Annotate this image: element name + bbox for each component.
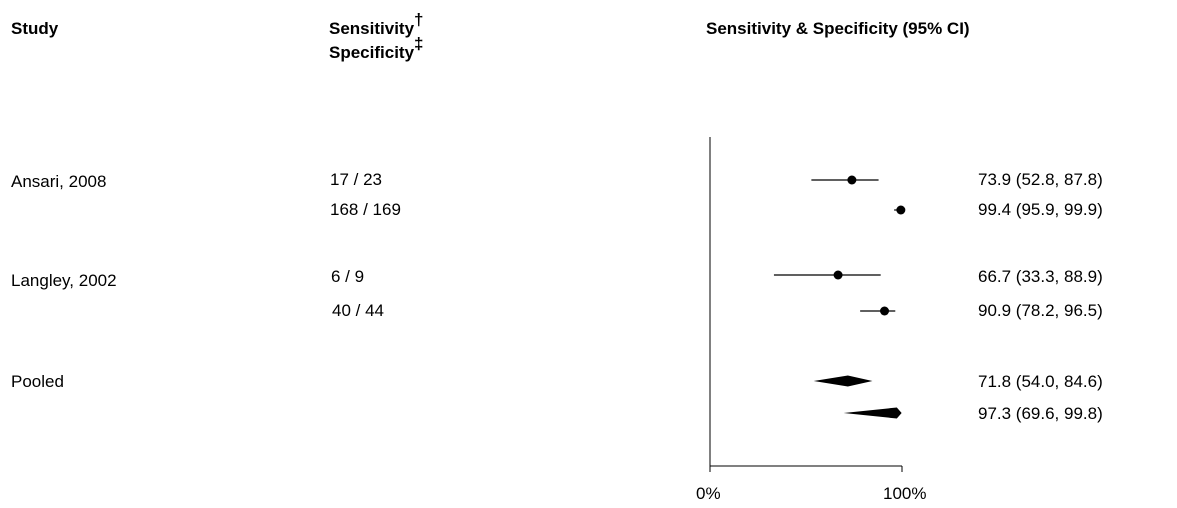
header-specificity-text: Specificity	[329, 43, 415, 62]
pooled-diamond	[843, 407, 902, 419]
plot-marks	[773, 175, 906, 419]
study-label: Langley, 2002	[11, 271, 117, 290]
estimate-text: 90.9 (78.2, 96.5)	[978, 301, 1103, 320]
estimate-text: 66.7 (33.3, 88.9)	[978, 267, 1103, 286]
axis-tick-label-0: 0%	[696, 484, 721, 503]
sensitivity-mark: †	[414, 10, 424, 29]
header-counts: Sensitivity† Specificity‡	[329, 11, 424, 67]
specificity-mark: ‡	[414, 34, 424, 53]
axis-tick-label-100: 100%	[883, 484, 927, 503]
pooled-label: Pooled	[11, 372, 64, 391]
header-sensitivity-text: Sensitivity	[329, 19, 415, 38]
point-estimate	[833, 270, 843, 280]
point-estimate	[847, 175, 857, 185]
header-specificity: Specificity‡	[329, 35, 424, 67]
estimate-text: 73.9 (52.8, 87.8)	[978, 170, 1103, 189]
counts-cell: 40 / 44	[332, 301, 384, 320]
study-label: Ansari, 2008	[11, 172, 107, 191]
counts-cell: 17 / 23	[330, 170, 382, 189]
counts-cell: 6 / 9	[331, 267, 365, 286]
point-estimate	[896, 205, 906, 215]
estimate-text: 71.8 (54.0, 84.6)	[978, 372, 1103, 391]
counts-cell: 168 / 169	[330, 200, 401, 219]
estimate-text: 97.3 (69.6, 99.8)	[978, 404, 1103, 423]
pooled-diamond	[813, 375, 873, 387]
header-sensitivity: Sensitivity†	[329, 11, 424, 43]
point-estimate	[880, 306, 890, 316]
estimate-text: 99.4 (95.9, 99.9)	[978, 200, 1103, 219]
header-study: Study	[11, 19, 59, 38]
header-plot: Sensitivity & Specificity (95% CI)	[706, 19, 970, 38]
plot-axis	[709, 137, 903, 472]
